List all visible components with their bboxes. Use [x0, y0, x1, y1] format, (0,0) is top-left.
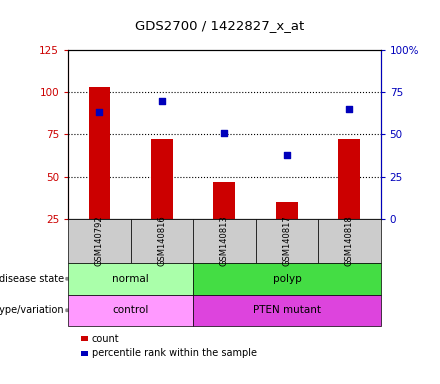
- Text: percentile rank within the sample: percentile rank within the sample: [92, 348, 257, 358]
- Bar: [276, 202, 298, 219]
- Point: [346, 106, 353, 112]
- Bar: [338, 139, 360, 219]
- Text: GSM140792: GSM140792: [95, 216, 104, 266]
- Point: [158, 98, 165, 104]
- Bar: [213, 182, 235, 219]
- Text: PTEN mutant: PTEN mutant: [253, 305, 321, 315]
- Text: polyp: polyp: [272, 274, 301, 284]
- Text: disease state: disease state: [0, 274, 64, 284]
- Text: genotype/variation: genotype/variation: [0, 305, 64, 315]
- Point: [96, 109, 103, 116]
- Text: GDS2700 / 1422827_x_at: GDS2700 / 1422827_x_at: [136, 19, 304, 32]
- Text: control: control: [113, 305, 149, 315]
- Text: normal: normal: [112, 274, 149, 284]
- Text: GSM140816: GSM140816: [158, 215, 166, 266]
- Text: GSM140813: GSM140813: [220, 215, 229, 266]
- Text: GSM140817: GSM140817: [282, 215, 291, 266]
- Point: [283, 152, 290, 158]
- Bar: [88, 87, 110, 219]
- Bar: [151, 139, 173, 219]
- Text: GSM140818: GSM140818: [345, 215, 354, 266]
- Point: [221, 130, 228, 136]
- Text: count: count: [92, 334, 120, 344]
